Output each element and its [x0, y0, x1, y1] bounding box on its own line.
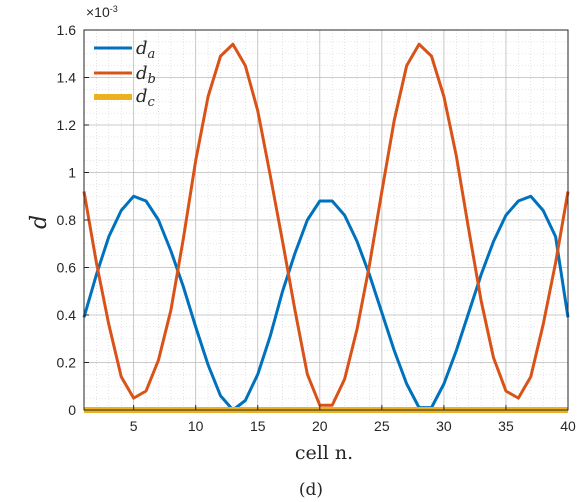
y-tick-label: 1.6: [57, 22, 77, 38]
y-tick-label: 0.4: [57, 307, 77, 323]
x-axis-label: cell n.: [295, 442, 353, 464]
series-line-b: [82, 42, 570, 407]
legend-label-b: db: [136, 63, 156, 87]
legend-label-c: dc: [136, 86, 156, 110]
x-tick-label: 30: [436, 418, 452, 434]
y-tick-label: 0: [68, 402, 76, 418]
x-tick-label: 25: [374, 418, 390, 434]
series-line-a: [82, 194, 570, 412]
x-tick-label: 35: [498, 418, 514, 434]
x-tick-label: 10: [188, 418, 204, 434]
y-tick-label: 1.2: [57, 117, 77, 133]
y-tick-label: 1: [68, 165, 76, 181]
y-exponent-label: ×10-3: [86, 4, 118, 20]
grid: [83, 29, 569, 411]
x-tick-label: 40: [560, 418, 576, 434]
legend: da db dc: [94, 38, 156, 110]
y-tick-label: 1.4: [57, 70, 77, 86]
y-tick-label: 0.2: [57, 355, 77, 371]
y-tick-label: 0.6: [57, 260, 77, 276]
legend-label-a: da: [136, 38, 155, 62]
series-layer: [82, 42, 570, 413]
panel-label: (d): [299, 480, 323, 500]
x-tick-label: 20: [312, 418, 328, 434]
y-tick-label: 0.8: [57, 212, 77, 228]
ticks: 5 10 15 20 25 30 35 40 0 0.2 0.4 0.6 0.8 1 1.2 1.4 1.6: [57, 22, 576, 434]
y-axis-label: d: [27, 215, 52, 229]
x-tick-label: 15: [250, 418, 266, 434]
x-tick-label: 5: [130, 418, 138, 434]
